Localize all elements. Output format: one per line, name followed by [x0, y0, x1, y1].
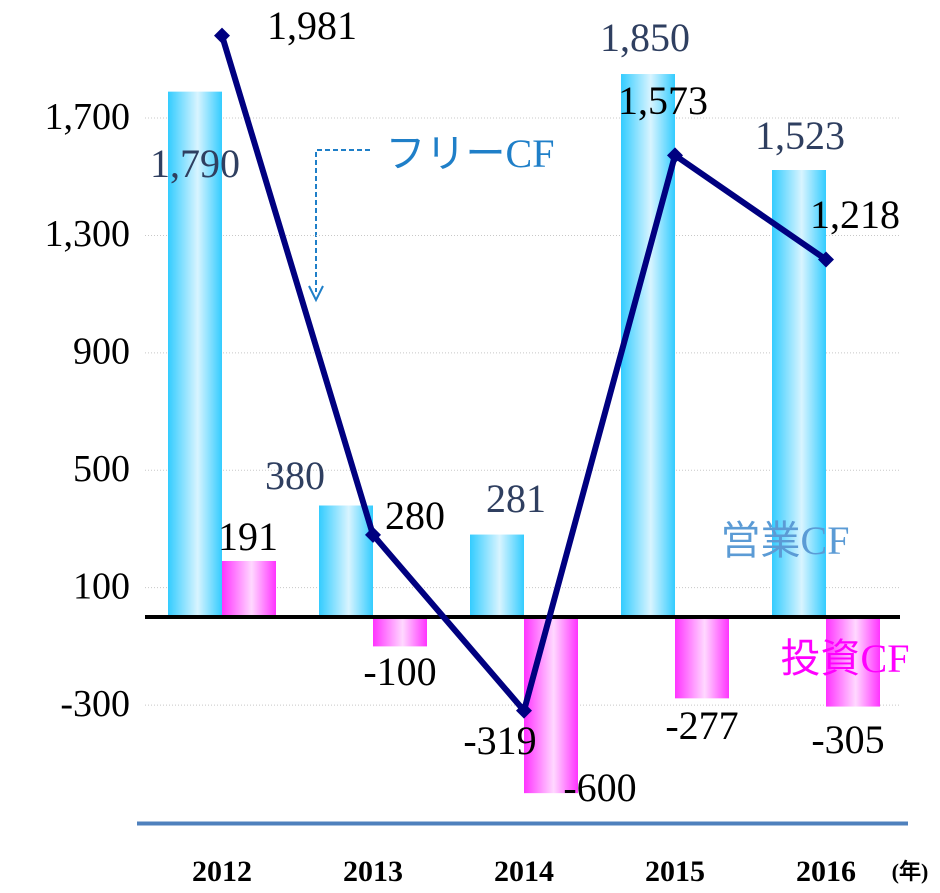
- annotation-arrow: [315, 149, 370, 292]
- x-tick-label: 2015: [645, 855, 705, 888]
- data-label: 1,523: [755, 113, 845, 158]
- line-marker: [667, 147, 683, 164]
- data-label: -600: [563, 765, 636, 810]
- series-label: フリーCF: [386, 131, 555, 176]
- data-label: -100: [363, 649, 436, 694]
- bar: [621, 74, 675, 618]
- y-tick-label: 900: [73, 331, 130, 373]
- y-tick-label: 500: [73, 448, 130, 490]
- y-tick-label: 1,700: [45, 96, 131, 138]
- data-label: 1,850: [600, 15, 690, 60]
- line-marker: [365, 526, 381, 543]
- y-tick-label: 1,300: [45, 213, 131, 255]
- x-tick-label: 2013: [343, 855, 403, 888]
- annotation-arrowhead: [308, 285, 324, 303]
- series-label: 営業CF: [721, 518, 850, 563]
- x-tick-label: 2012: [192, 855, 252, 888]
- data-label: -305: [811, 717, 884, 762]
- series-label: 投資CF: [781, 636, 910, 681]
- bar: [168, 91, 222, 618]
- data-label: 281: [486, 476, 546, 521]
- data-label: 1,981: [267, 3, 357, 48]
- bar: [524, 617, 578, 794]
- data-label: 1,218: [810, 192, 900, 237]
- data-label: 1,573: [618, 78, 708, 123]
- line-marker: [516, 702, 532, 719]
- bar: [319, 505, 373, 618]
- data-label: 380: [265, 453, 325, 498]
- bar: [826, 617, 880, 707]
- data-label: 280: [385, 493, 445, 538]
- x-tick-label: 2016: [796, 855, 856, 888]
- bar: [373, 617, 427, 647]
- bar: [675, 617, 729, 699]
- data-label: 191: [218, 514, 278, 559]
- line-marker: [818, 251, 834, 268]
- bar: [470, 534, 524, 618]
- x-unit-label: (年): [892, 859, 929, 884]
- y-tick-label: -300: [60, 683, 130, 725]
- x-tick-label: 2014: [494, 855, 554, 888]
- data-label: -277: [665, 703, 738, 748]
- y-tick-label: 100: [73, 565, 130, 607]
- data-label: -319: [463, 718, 536, 763]
- data-label: 1,790: [150, 141, 240, 186]
- bar: [222, 560, 276, 618]
- line-marker: [214, 27, 230, 44]
